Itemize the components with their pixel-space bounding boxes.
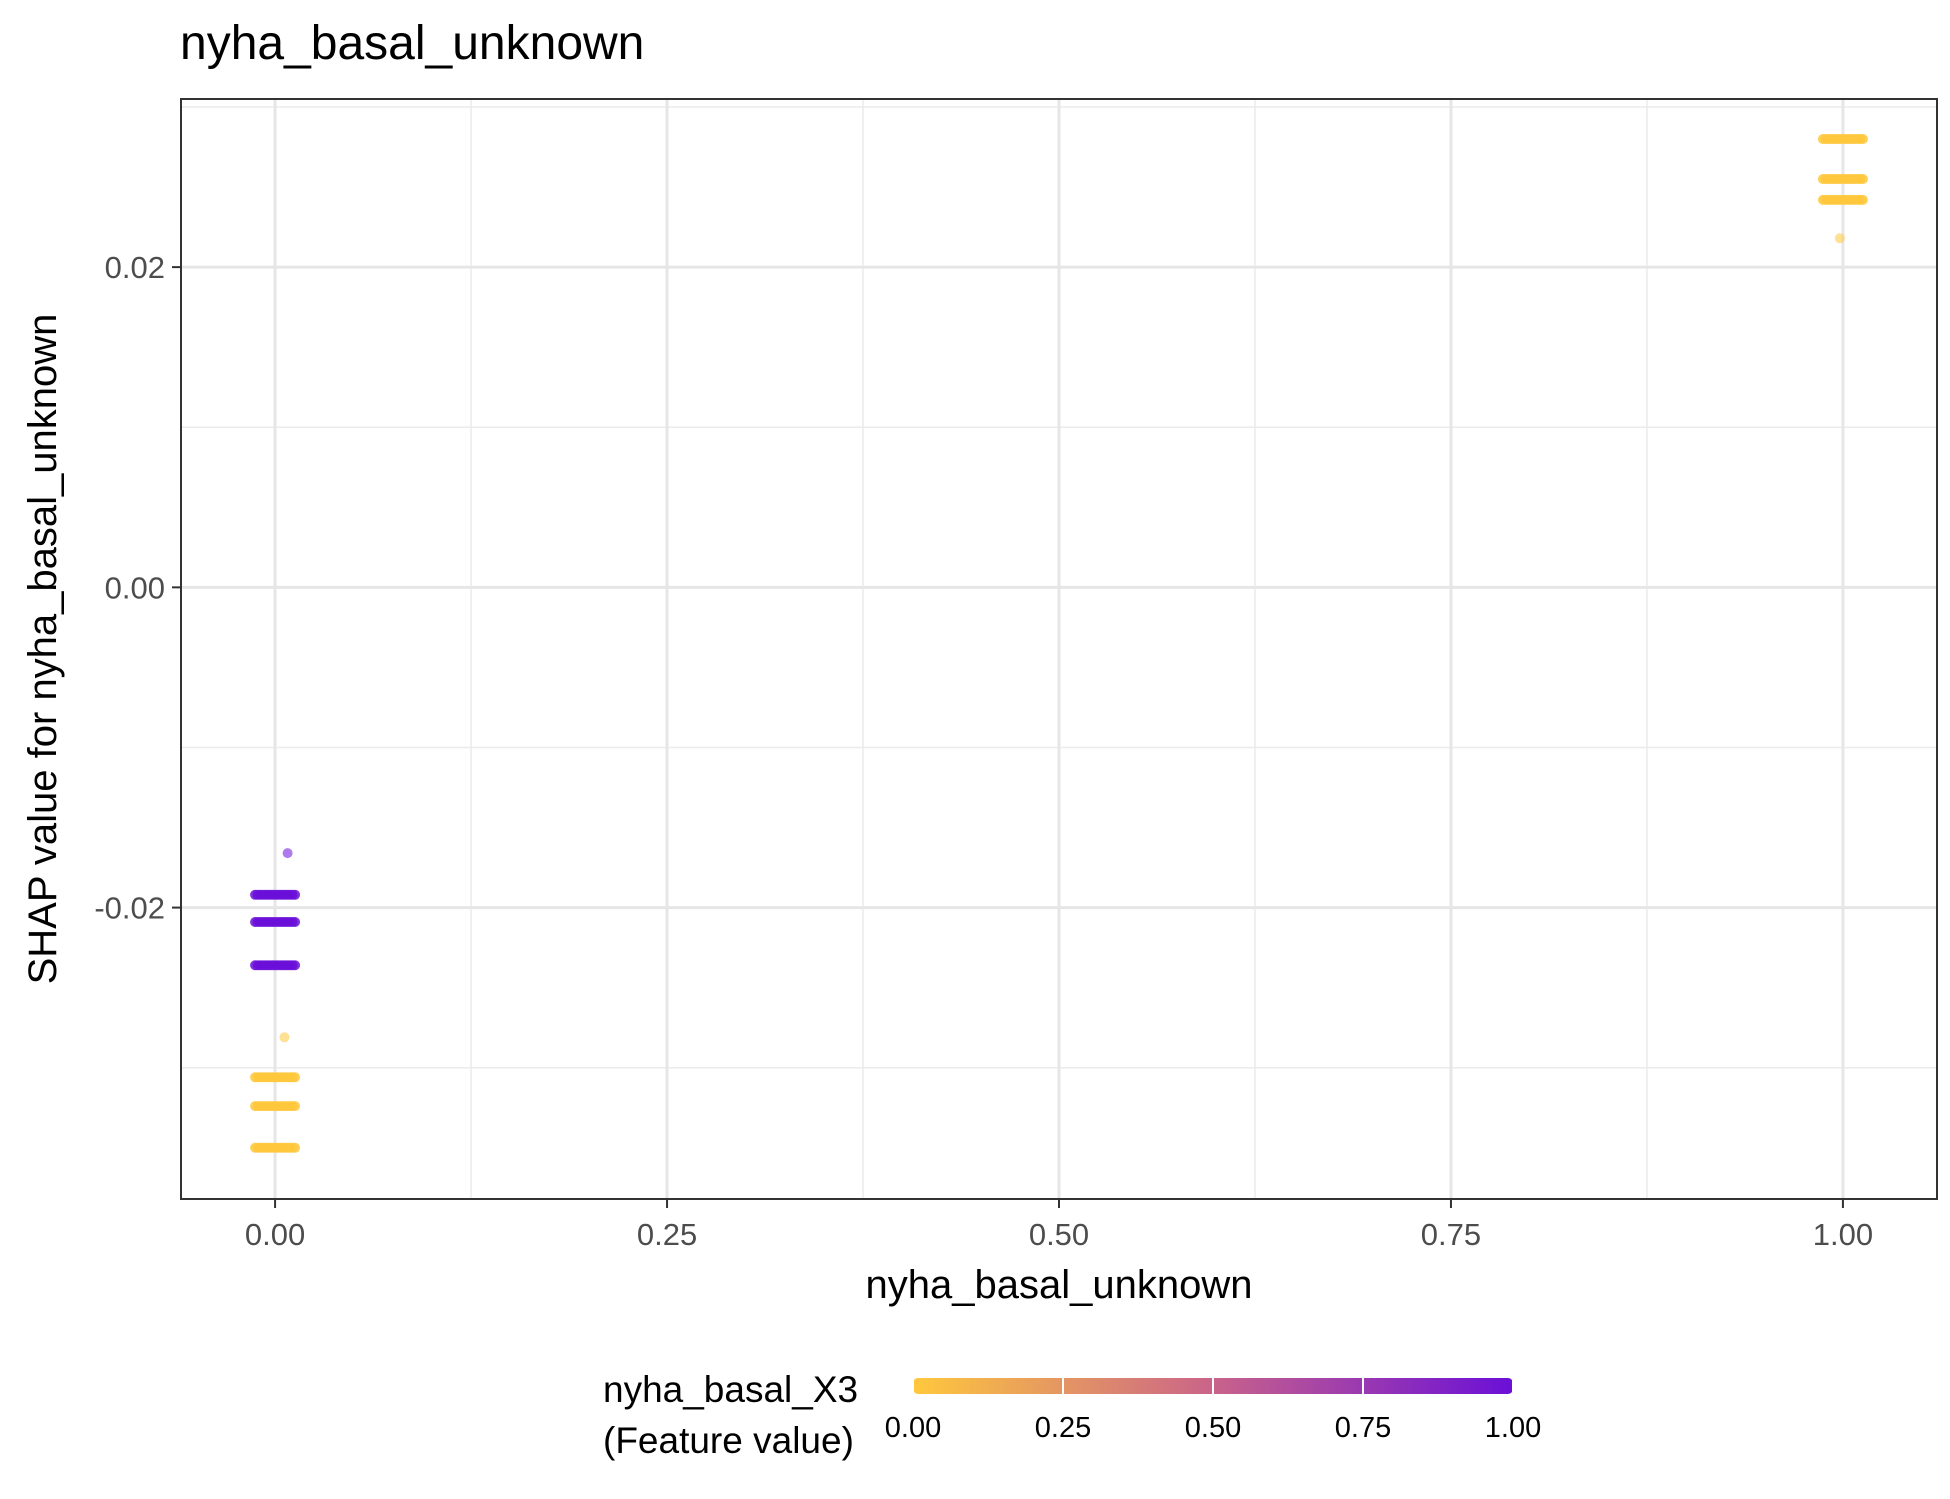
legend-tick-label: 0.75 bbox=[1335, 1412, 1391, 1444]
color-legend: nyha_basal_X3 (Feature value) 0.00 0.25 0.… bbox=[603, 1369, 1541, 1461]
data-points bbox=[250, 134, 1868, 1153]
x-tick-label: 0.25 bbox=[637, 1217, 697, 1252]
x-axis-label: nyha_basal_unknown bbox=[866, 1263, 1253, 1307]
data-point bbox=[290, 889, 301, 900]
data-point-outlier bbox=[1834, 233, 1845, 244]
x-tick-label: 1.00 bbox=[1813, 1217, 1873, 1252]
data-point bbox=[290, 916, 301, 927]
legend-ticks: 0.00 0.25 0.50 0.75 1.00 bbox=[885, 1378, 1541, 1444]
x-tick-label: 0.00 bbox=[245, 1217, 305, 1252]
x-tick-label: 0.50 bbox=[1029, 1217, 1089, 1252]
legend-tick-label: 0.00 bbox=[885, 1412, 941, 1444]
data-point bbox=[1857, 174, 1868, 185]
data-point bbox=[1857, 134, 1868, 145]
legend-tick-label: 1.00 bbox=[1485, 1412, 1541, 1444]
y-tick-label: -0.02 bbox=[94, 891, 165, 926]
legend-title-line1: nyha_basal_X3 bbox=[603, 1369, 858, 1410]
x-tick-label: 0.75 bbox=[1421, 1217, 1481, 1252]
legend-tick-label: 0.25 bbox=[1035, 1412, 1091, 1444]
legend-title-line2: (Feature value) bbox=[603, 1420, 854, 1461]
data-point-outlier bbox=[282, 848, 293, 859]
y-axis-ticks: -0.02 0.00 0.02 bbox=[94, 250, 181, 926]
data-point bbox=[1857, 194, 1868, 205]
data-point-outlier bbox=[279, 1032, 290, 1043]
grid-lines bbox=[181, 99, 1937, 1199]
y-tick-label: 0.00 bbox=[105, 570, 165, 605]
data-point bbox=[290, 960, 301, 971]
legend-tick-label: 0.50 bbox=[1185, 1412, 1241, 1444]
y-axis-label: SHAP value for nyha_basal_unknown bbox=[21, 314, 65, 985]
x-axis-ticks: 0.00 0.25 0.50 0.75 1.00 bbox=[245, 1199, 1873, 1252]
data-point bbox=[290, 1072, 301, 1083]
y-tick-label: 0.02 bbox=[105, 250, 165, 285]
data-point bbox=[290, 1142, 301, 1153]
data-point bbox=[290, 1101, 301, 1112]
chart-title: nyha_basal_unknown bbox=[180, 17, 644, 70]
